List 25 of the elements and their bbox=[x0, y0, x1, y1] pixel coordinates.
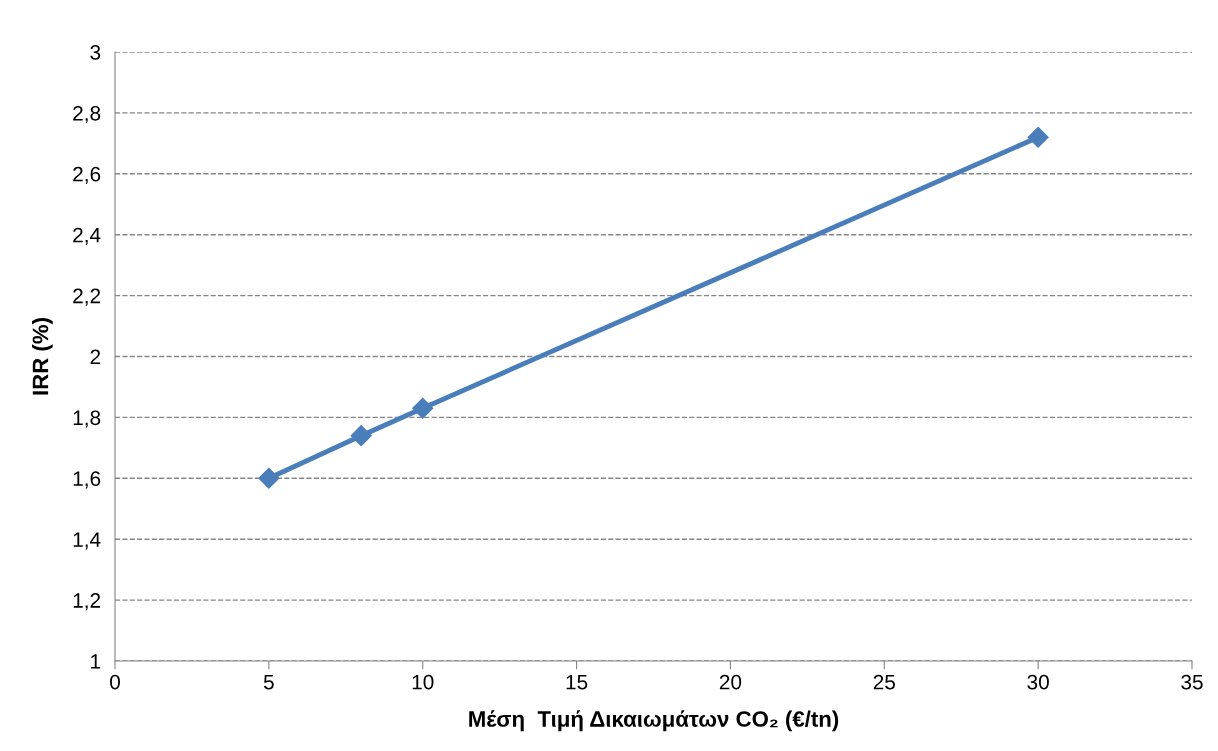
x-tick-label: 20 bbox=[719, 674, 742, 690]
x-tick-label: 5 bbox=[263, 674, 274, 690]
x-tick-label: 35 bbox=[1181, 674, 1203, 690]
x-tick-label: 25 bbox=[873, 674, 895, 690]
x-axis-title: Μέση Τιμή Δικαιωμάτων CO₂ (€/tn) bbox=[469, 710, 839, 732]
x-tick-label: 10 bbox=[412, 674, 434, 690]
y-tick-label: 1 bbox=[91, 654, 101, 669]
x-tick-label: 0 bbox=[110, 674, 120, 690]
y-tick-label: 1,2 bbox=[73, 593, 101, 611]
y-tick-label: 2,8 bbox=[73, 105, 101, 124]
y-tick-label: 1,4 bbox=[73, 532, 101, 550]
y-tick-label: 2,2 bbox=[73, 288, 101, 306]
y-tick-label: 3 bbox=[90, 45, 101, 60]
point bbox=[412, 397, 434, 419]
point bbox=[1027, 126, 1049, 148]
y-tick-label: 2,4 bbox=[73, 227, 101, 245]
y-tick-label: 1,8 bbox=[73, 410, 101, 428]
y-tick-label: 2,6 bbox=[73, 166, 101, 185]
point bbox=[258, 467, 280, 489]
y-axis-title: IRR (%) bbox=[31, 318, 53, 395]
y-tick-label: 2 bbox=[90, 349, 101, 365]
point bbox=[350, 425, 372, 447]
y-tick-label: 1,6 bbox=[73, 471, 101, 489]
x-tick-label: 30 bbox=[1027, 674, 1049, 690]
x-tick-label: 15 bbox=[566, 674, 588, 690]
